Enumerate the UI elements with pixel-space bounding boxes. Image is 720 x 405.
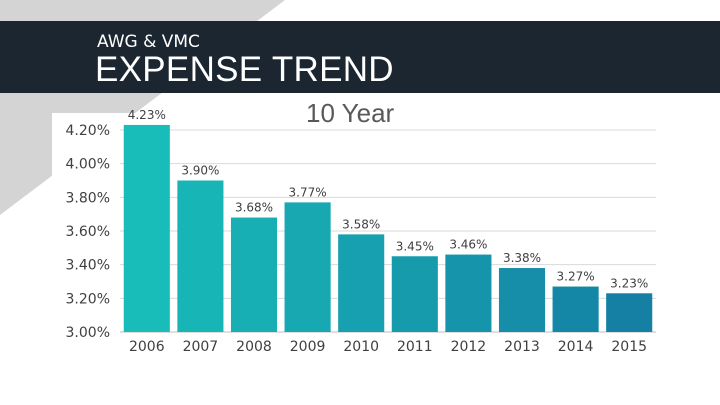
data-label: 3.46% [449,238,487,252]
header-subtitle: AWG & VMC [97,32,200,52]
x-tick-label: 2008 [236,339,272,355]
x-tick-label: 2010 [343,339,379,355]
header-title: EXPENSE TREND [95,50,394,89]
bar-2008 [230,217,278,332]
data-label: 3.90% [181,164,219,178]
data-label: 4.23% [128,108,166,122]
x-tick-label: 2006 [129,339,165,355]
y-tick-label: 4.20% [66,123,110,139]
data-label: 3.45% [396,239,434,253]
bar-2006 [123,124,170,332]
data-label: 3.23% [610,276,648,290]
x-tick-label: 2015 [611,339,647,355]
y-tick-label: 3.20% [66,291,110,307]
bar-2015 [606,293,653,332]
x-tick-label: 2007 [183,339,219,355]
bar-2011 [391,256,438,332]
bar-2009 [284,202,331,332]
data-label: 3.68% [235,201,273,215]
y-tick-label: 3.00% [66,325,110,341]
x-tick-label: 2009 [290,339,326,355]
header-bar [0,21,720,93]
y-tick-label: 3.60% [66,224,110,240]
bar-2007 [177,180,224,332]
bar-2010 [338,234,385,332]
y-tick-label: 3.40% [66,258,110,274]
data-label: 3.27% [557,270,595,284]
chart-title: 10 Year [306,98,395,128]
y-tick-label: 3.80% [66,190,110,206]
data-label: 3.58% [342,217,380,231]
x-tick-label: 2014 [558,339,594,355]
data-label: 3.38% [503,251,541,265]
bar-2014 [552,286,599,332]
x-tick-label: 2013 [504,339,540,355]
y-tick-label: 4.00% [66,157,110,173]
x-tick-label: 2011 [397,339,433,355]
data-label: 3.77% [289,185,327,199]
bar-2012 [445,254,492,332]
bar-2013 [498,268,546,332]
x-tick-label: 2012 [451,339,487,355]
